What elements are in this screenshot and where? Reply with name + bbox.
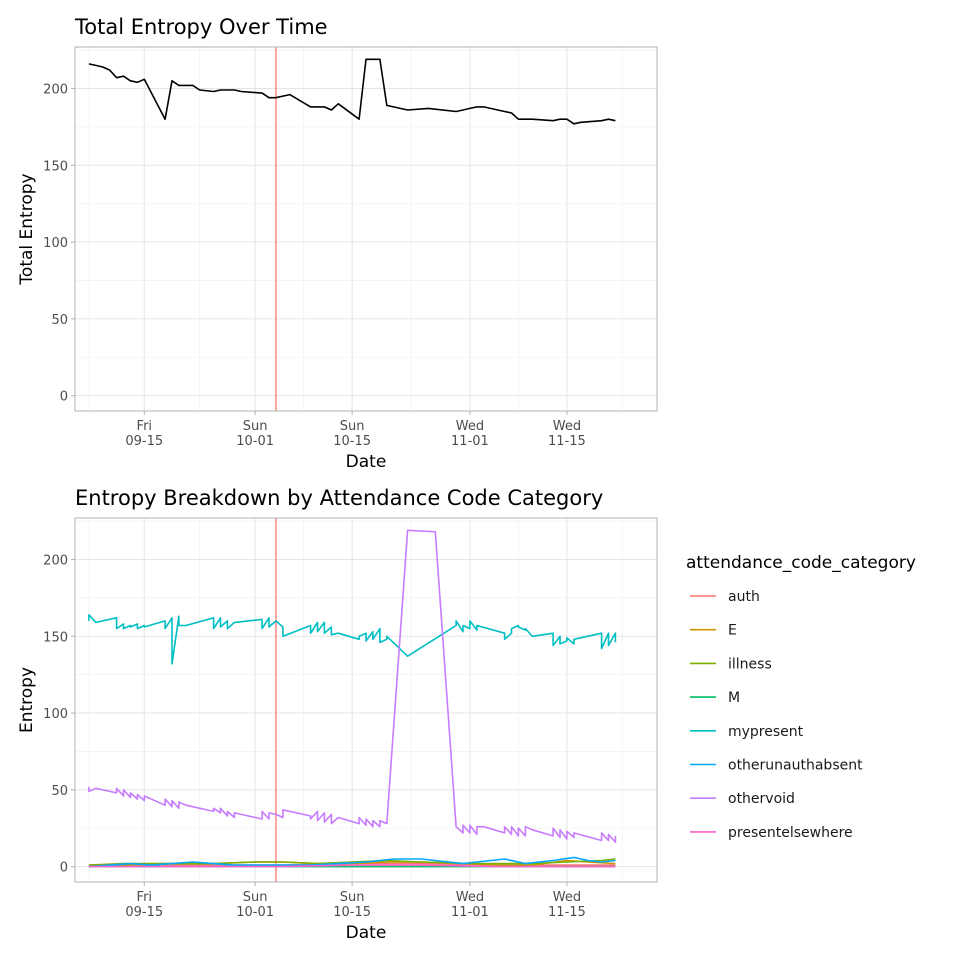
y-tick-label: 200 — [43, 553, 68, 568]
panel-border — [74, 517, 658, 883]
chart-title: Total Entropy Over Time — [74, 15, 328, 39]
x-tick-date-label: 11-01 — [451, 905, 489, 920]
x-tick-day-label: Fri — [137, 890, 153, 905]
legend-label-E: E — [728, 623, 737, 639]
y-tick-label: 0 — [60, 390, 68, 405]
panel-border — [74, 46, 658, 412]
legend-label-othervoid: othervoid — [728, 791, 795, 807]
y-axis-label: Entropy — [17, 667, 37, 733]
y-tick-label: 150 — [43, 159, 68, 174]
chart-title: Entropy Breakdown by Attendance Code Cat… — [75, 486, 603, 510]
legend-title: attendance_code_category — [686, 553, 916, 573]
x-tick-date-label: 11-15 — [548, 905, 586, 920]
legend-label-M: M — [728, 690, 740, 706]
y-tick-label: 50 — [51, 784, 68, 799]
y-tick-label: 150 — [43, 630, 68, 645]
x-tick-date-label: 09-15 — [125, 905, 163, 920]
x-tick-date-label: 09-15 — [125, 434, 163, 449]
y-axis-label: Total Entropy — [17, 173, 37, 285]
series-line-mypresent — [88, 613, 617, 665]
series-line-presentelsewhere — [88, 864, 616, 868]
x-axis-label: Date — [346, 452, 387, 472]
x-tick-day-label: Sun — [340, 419, 365, 434]
x-tick-day-label: Wed — [553, 890, 581, 905]
y-tick-label: 50 — [51, 313, 68, 328]
chart-1: 050100150200Fri09-15Sun10-01Sun10-15Wed1… — [17, 15, 658, 472]
x-tick-day-label: Wed — [553, 419, 581, 434]
x-tick-day-label: Wed — [456, 890, 484, 905]
x-tick-day-label: Sun — [340, 890, 365, 905]
chart-2: 050100150200Fri09-15Sun10-01Sun10-15Wed1… — [17, 486, 916, 943]
y-tick-label: 100 — [43, 707, 68, 722]
x-tick-day-label: Wed — [456, 419, 484, 434]
legend-label-otherunauthabsent: otherunauthabsent — [728, 758, 863, 774]
legend-label-presentelsewhere: presentelsewhere — [728, 825, 853, 841]
x-tick-date-label: 11-15 — [548, 434, 586, 449]
series-line-othervoid — [88, 529, 617, 843]
series-line-total — [88, 58, 616, 125]
x-tick-date-label: 10-15 — [333, 434, 371, 449]
y-tick-label: 200 — [43, 82, 68, 97]
x-tick-day-label: Sun — [243, 890, 268, 905]
x-axis-label: Date — [346, 923, 387, 943]
x-tick-date-label: 10-01 — [236, 434, 274, 449]
y-tick-label: 100 — [43, 236, 68, 251]
legend-label-auth: auth — [728, 589, 760, 605]
x-tick-date-label: 11-01 — [451, 434, 489, 449]
series-line-otherunauthabsent — [88, 856, 616, 868]
legend-label-illness: illness — [728, 656, 772, 672]
x-tick-day-label: Sun — [243, 419, 268, 434]
legend-label-mypresent: mypresent — [728, 724, 804, 740]
x-tick-day-label: Fri — [137, 419, 153, 434]
x-tick-date-label: 10-01 — [236, 905, 274, 920]
y-tick-label: 0 — [60, 861, 68, 876]
x-tick-date-label: 10-15 — [333, 905, 371, 920]
